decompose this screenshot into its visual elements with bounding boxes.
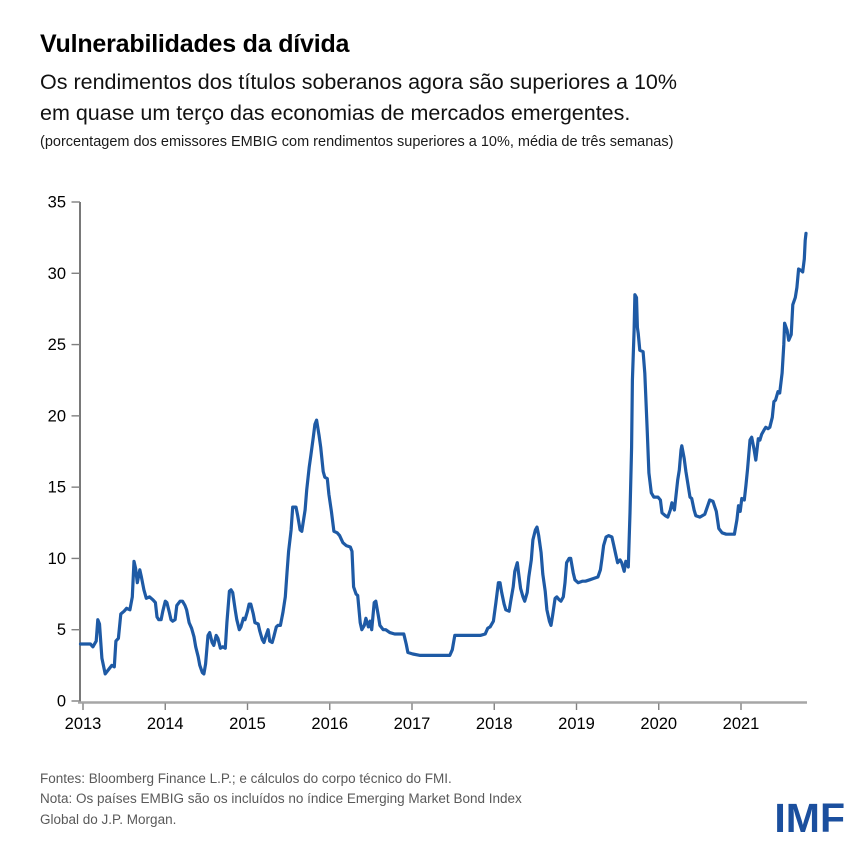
imf-logo: IMF bbox=[774, 795, 845, 841]
y-axis-label: 5 bbox=[57, 621, 66, 639]
x-axis-label: 2014 bbox=[147, 715, 184, 733]
x-axis-label: 2016 bbox=[311, 715, 348, 733]
y-axis-label: 25 bbox=[48, 336, 66, 354]
chart-unit-note: (porcentagem dos emissores EMBIG com ren… bbox=[40, 134, 674, 151]
page-title: Vulnerabilidades da dívida bbox=[40, 30, 350, 58]
line-chart: 0 5 10 15 20 25 30 35 2013 2014 2015 2016 2017 2018 20… bbox=[48, 194, 808, 733]
subtitle-line1: Os rendimentos dos títulos soberanos ago… bbox=[40, 70, 678, 94]
y-axis-label: 20 bbox=[48, 407, 66, 425]
footer: Fontes: Bloomberg Finance L.P.; e cálcul… bbox=[40, 769, 660, 830]
chart-subtitle: Os rendimentos dos títulos soberanos ago… bbox=[40, 67, 830, 128]
note-text-line1: Nota: Os países EMBIG são os incluídos n… bbox=[40, 791, 522, 807]
x-axis-label: 2018 bbox=[476, 715, 513, 733]
sources-text: Fontes: Bloomberg Finance L.P.; e cálcul… bbox=[40, 771, 452, 786]
x-axis-label: 2021 bbox=[723, 715, 760, 733]
y-axis-label: 35 bbox=[48, 194, 66, 212]
x-axis-label: 2015 bbox=[229, 715, 266, 733]
x-axis-label: 2019 bbox=[558, 715, 595, 733]
note-text-line2: Global do J.P. Morgan. bbox=[40, 811, 177, 827]
y-axis-label: 15 bbox=[48, 479, 66, 497]
data-line bbox=[78, 231, 808, 676]
x-axis-label: 2013 bbox=[65, 715, 102, 733]
x-axis-label: 2017 bbox=[394, 715, 431, 733]
header: Vulnerabilidades da dívida Os rendimento… bbox=[40, 30, 830, 150]
y-axis-label: 10 bbox=[48, 550, 66, 568]
subtitle-line2: em quase um terço das economias de merca… bbox=[40, 100, 631, 125]
y-axis-label: 30 bbox=[48, 265, 66, 283]
y-axis-label: 0 bbox=[57, 693, 66, 711]
x-axis-label: 2020 bbox=[640, 715, 677, 733]
